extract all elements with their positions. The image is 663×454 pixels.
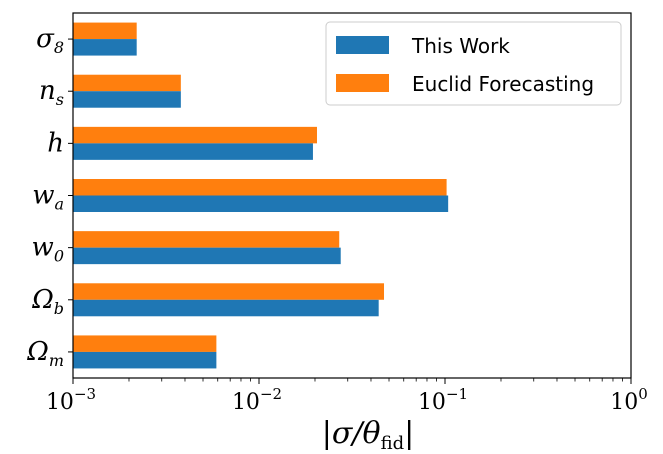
- x-axis-label-sub: fid: [381, 433, 405, 454]
- y-tick-label-3: wa: [32, 181, 64, 214]
- bar-this-work-4: [73, 247, 341, 265]
- bar-this-work-5: [73, 299, 379, 317]
- bar-this-work-3: [73, 195, 449, 212]
- bar-this-work-6: [73, 351, 217, 369]
- y-tick-label-0: σ8: [36, 24, 64, 57]
- plot-frame: [72, 12, 632, 379]
- bar-euclid-0: [73, 22, 137, 40]
- legend-label-euclid: Euclid Forecasting: [412, 72, 594, 96]
- y-tick-label-2: h: [47, 128, 64, 158]
- legend-box: [325, 21, 622, 106]
- x-axis-label-end: |: [404, 416, 414, 451]
- legend-swatch-euclid: [336, 74, 389, 92]
- legend: This Work Euclid Forecasting: [325, 21, 622, 106]
- x-tick-label-3: 100: [610, 385, 648, 415]
- bar-this-work-2: [73, 143, 313, 160]
- bar-euclid-3: [73, 179, 447, 196]
- x-axis-label: |σ/θfid|: [322, 416, 414, 454]
- bar-euclid-6: [73, 335, 217, 352]
- bar-euclid-2: [73, 126, 317, 144]
- x-axis-label-main: |σ/θ: [322, 416, 381, 451]
- x-axis: 10−3 10−2 10−1 100: [46, 378, 648, 415]
- x-tick-label-1: 10−2: [232, 385, 282, 415]
- y-axis: σ8 ns h wa w0 Ωb Ωm: [26, 24, 73, 370]
- bar-this-work-1: [73, 91, 181, 108]
- y-tick-label-1: ns: [39, 76, 64, 109]
- y-tick-label-5: Ωb: [31, 285, 64, 318]
- legend-swatch-this-work: [336, 36, 389, 54]
- y-tick-label-6: Ωm: [26, 337, 64, 370]
- bar-euclid-4: [73, 231, 340, 248]
- bar-euclid-5: [73, 283, 385, 300]
- bar-this-work-0: [73, 39, 137, 56]
- x-tick-label-2: 10−1: [418, 385, 468, 415]
- x-tick-label-0: 10−3: [46, 385, 96, 415]
- bars-group: [73, 22, 449, 369]
- legend-label-this-work: This Work: [411, 34, 510, 58]
- bar-euclid-1: [73, 74, 181, 92]
- y-tick-label-4: w0: [32, 233, 64, 266]
